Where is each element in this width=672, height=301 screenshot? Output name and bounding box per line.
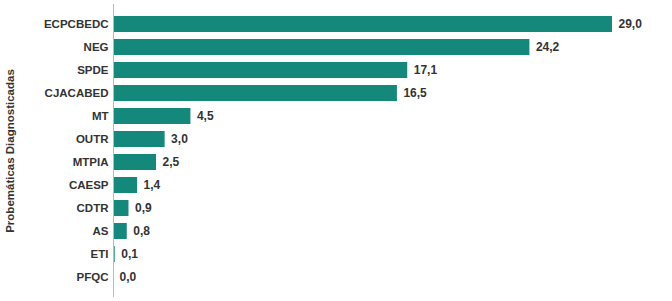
svg-text:SPDE: SPDE xyxy=(77,64,109,76)
svg-text:CAESP: CAESP xyxy=(69,179,109,191)
svg-text:17,1: 17,1 xyxy=(414,63,438,77)
svg-text:Probemáticas Diagnosticadas: Probemáticas Diagnosticadas xyxy=(4,69,16,233)
svg-text:NEG: NEG xyxy=(84,41,109,53)
svg-text:PFQC: PFQC xyxy=(77,271,109,283)
svg-text:0,1: 0,1 xyxy=(121,247,138,261)
svg-text:ECPCBEDC: ECPCBEDC xyxy=(44,18,109,30)
svg-text:MTPIA: MTPIA xyxy=(73,156,109,168)
svg-text:CJACABED: CJACABED xyxy=(45,87,109,99)
svg-text:0,0: 0,0 xyxy=(120,270,137,284)
svg-text:3,0: 3,0 xyxy=(171,132,188,146)
svg-text:29,0: 29,0 xyxy=(619,17,643,31)
svg-text:16,5: 16,5 xyxy=(403,86,427,100)
svg-text:4,5: 4,5 xyxy=(197,109,214,123)
svg-text:1,4: 1,4 xyxy=(144,178,161,192)
svg-text:MT: MT xyxy=(92,110,109,122)
svg-text:24,2: 24,2 xyxy=(536,40,560,54)
svg-text:2,5: 2,5 xyxy=(163,155,180,169)
svg-text:ETI: ETI xyxy=(91,248,109,260)
svg-text:AS: AS xyxy=(93,225,109,237)
svg-text:CDTR: CDTR xyxy=(77,202,110,214)
svg-text:OUTR: OUTR xyxy=(76,133,109,145)
svg-text:0,9: 0,9 xyxy=(135,201,152,215)
svg-text:0,8: 0,8 xyxy=(133,224,150,238)
